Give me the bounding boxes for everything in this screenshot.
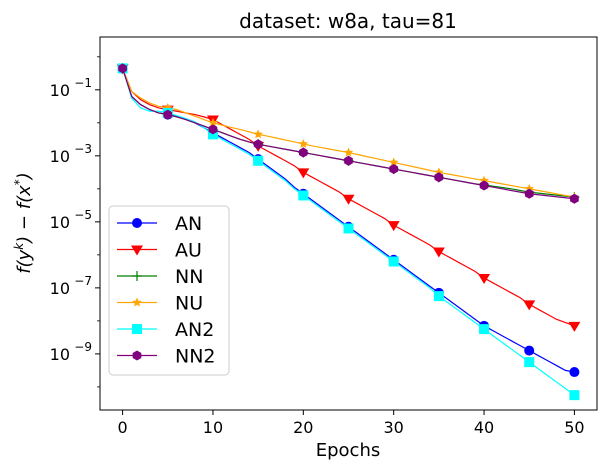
series-nn xyxy=(117,63,580,203)
series-line-nn2 xyxy=(122,68,575,200)
legend: AN AU NN NU AN2 NN2 xyxy=(108,205,230,376)
series-line-nu xyxy=(122,68,575,198)
data-point xyxy=(524,345,535,356)
legend-label: NN2 xyxy=(175,346,216,368)
legend-label: NU xyxy=(175,293,203,315)
chart-title: dataset: w8a, tau=81 xyxy=(239,9,457,33)
legend-item-nu: NU xyxy=(117,293,203,315)
legend-item-nn2: NN2 xyxy=(117,346,216,368)
legend-label: AU xyxy=(175,240,202,262)
y-tick-exponent: −5 xyxy=(74,208,92,222)
x-tick-label: 0 xyxy=(117,418,127,437)
data-point xyxy=(479,324,490,335)
data-point xyxy=(253,139,263,150)
data-point xyxy=(253,155,264,166)
data-point xyxy=(524,357,535,368)
legend-item-nn: NN xyxy=(117,266,203,288)
data-point xyxy=(118,63,127,74)
x-tick-label: 10 xyxy=(203,418,223,437)
series-nn2 xyxy=(118,63,579,204)
legend-item-an: AN xyxy=(117,213,202,235)
data-point xyxy=(298,190,309,201)
data-point xyxy=(569,390,580,401)
data-point xyxy=(524,188,534,199)
data-point xyxy=(298,147,308,158)
series-line-nn xyxy=(122,68,575,198)
axes: 0 10 20 30 40 50 10 −9 10 −7 10 −5 10 −3 10 −1 xyxy=(50,56,585,437)
y-tick-exponent: −7 xyxy=(74,274,92,288)
data-point xyxy=(344,155,353,166)
data-point xyxy=(569,367,580,378)
legend-marker xyxy=(132,324,142,334)
svg-text:f(yk) − f(x*): f(yk) − f(x*) xyxy=(12,172,35,274)
series-layer xyxy=(116,63,581,401)
data-point xyxy=(478,273,491,284)
y-tick-label: 10 xyxy=(50,147,70,166)
data-point xyxy=(208,117,218,127)
legend-label: AN2 xyxy=(175,319,214,341)
data-point xyxy=(253,129,263,139)
legend-marker xyxy=(132,297,142,307)
legend-marker xyxy=(132,350,142,361)
y-tick-exponent: −3 xyxy=(74,142,92,156)
legend-item-au: AU xyxy=(117,240,202,262)
legend-item-an2: AN2 xyxy=(117,319,214,341)
legend-label: AN xyxy=(175,213,202,235)
data-point xyxy=(388,256,399,267)
series-nu xyxy=(117,63,580,202)
data-point xyxy=(163,109,173,120)
data-point xyxy=(434,172,444,183)
y-tick-label: 10 xyxy=(50,345,70,364)
x-axis-label: Epochs xyxy=(316,440,381,461)
x-tick-label: 30 xyxy=(384,418,404,437)
data-point xyxy=(387,221,400,232)
y-tick-exponent: −9 xyxy=(74,340,92,354)
data-point xyxy=(523,300,536,311)
y-tick-label: 10 xyxy=(50,81,70,100)
data-point xyxy=(343,147,354,157)
data-point xyxy=(568,321,581,332)
data-point xyxy=(479,180,489,191)
data-point xyxy=(298,138,309,148)
legend-marker xyxy=(132,271,142,281)
legend-marker xyxy=(131,245,143,256)
y-tick-label: 10 xyxy=(50,213,70,232)
data-point xyxy=(388,157,399,167)
x-tick-label: 50 xyxy=(564,418,584,437)
x-tick-label: 40 xyxy=(474,418,494,437)
legend-label: NN xyxy=(175,266,203,288)
y-tick-exponent: −1 xyxy=(74,76,92,90)
y-axis-label: f(yk) − f(x*) xyxy=(12,172,35,274)
data-point xyxy=(342,194,355,205)
data-point xyxy=(389,164,399,175)
data-point xyxy=(343,223,354,234)
data-point xyxy=(297,168,310,179)
x-tick-label: 20 xyxy=(293,418,313,437)
data-point xyxy=(433,291,444,302)
legend-marker xyxy=(132,218,142,228)
data-point xyxy=(208,124,218,135)
data-point xyxy=(432,247,445,258)
data-point xyxy=(570,193,579,204)
plot-frame xyxy=(99,36,598,411)
y-tick-label: 10 xyxy=(50,279,70,298)
